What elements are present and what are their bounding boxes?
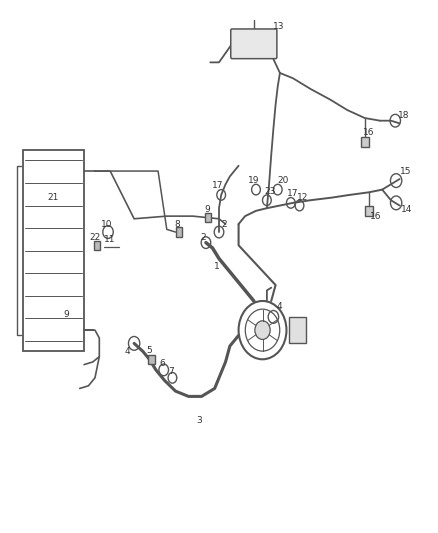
Text: 11: 11 bbox=[104, 236, 116, 245]
Bar bbox=[289, 317, 306, 343]
Text: 3: 3 bbox=[197, 416, 202, 425]
Text: 4: 4 bbox=[125, 347, 131, 356]
Text: 17: 17 bbox=[212, 181, 223, 190]
Text: 18: 18 bbox=[398, 111, 410, 120]
Bar bbox=[94, 241, 100, 249]
Bar bbox=[148, 355, 155, 364]
Text: 10: 10 bbox=[101, 220, 113, 229]
Text: 2: 2 bbox=[222, 220, 227, 229]
Text: 16: 16 bbox=[370, 212, 381, 221]
Text: 4: 4 bbox=[276, 302, 282, 311]
Text: 5: 5 bbox=[146, 346, 152, 355]
Text: 21: 21 bbox=[47, 193, 58, 202]
Bar bbox=[365, 206, 373, 216]
Text: 7: 7 bbox=[168, 367, 174, 376]
Text: 9: 9 bbox=[204, 205, 210, 214]
Bar bbox=[205, 213, 211, 222]
FancyBboxPatch shape bbox=[231, 29, 277, 59]
Text: 23: 23 bbox=[264, 187, 276, 196]
Text: 8: 8 bbox=[175, 220, 180, 229]
Text: 14: 14 bbox=[400, 205, 412, 214]
Text: 2: 2 bbox=[200, 233, 206, 242]
Text: 17: 17 bbox=[287, 189, 299, 198]
Text: 6: 6 bbox=[159, 359, 165, 368]
Circle shape bbox=[255, 321, 270, 340]
Text: 16: 16 bbox=[364, 128, 375, 138]
Text: 22: 22 bbox=[89, 233, 101, 242]
Text: 12: 12 bbox=[297, 193, 309, 202]
Text: 9: 9 bbox=[63, 310, 69, 319]
Text: 20: 20 bbox=[278, 176, 289, 185]
Bar bbox=[23, 150, 84, 351]
Bar bbox=[361, 137, 369, 147]
Text: 13: 13 bbox=[273, 22, 285, 31]
Text: 1: 1 bbox=[214, 262, 220, 271]
Text: 19: 19 bbox=[248, 176, 260, 185]
Text: 15: 15 bbox=[400, 166, 412, 175]
Bar bbox=[176, 227, 182, 237]
